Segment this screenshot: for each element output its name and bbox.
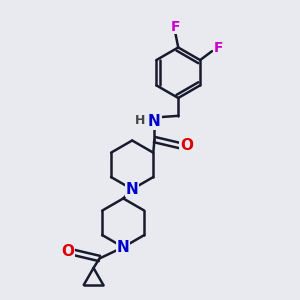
Text: O: O [61,244,74,260]
Text: F: F [170,20,180,34]
Text: N: N [126,182,139,197]
Text: H: H [135,114,146,127]
Text: N: N [148,114,161,129]
Text: F: F [214,41,223,55]
Text: N: N [117,240,130,255]
Text: O: O [180,138,193,153]
